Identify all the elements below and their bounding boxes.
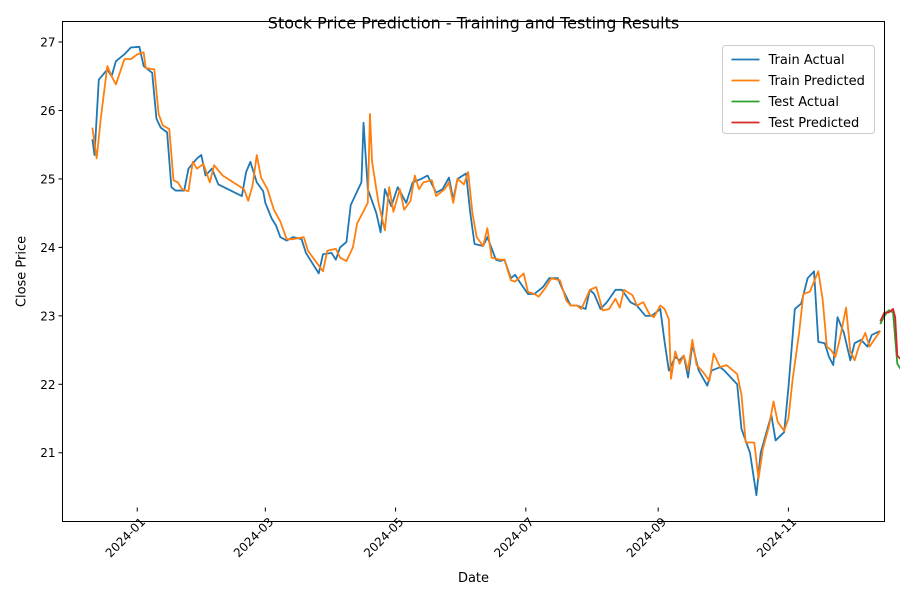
plot-lines (91, 45, 900, 497)
legend-label: Test Predicted (768, 116, 860, 131)
legend: Train Actual Train Predicted Test Actual Te… (722, 45, 875, 134)
legend-box (722, 45, 875, 134)
series-line-train-predicted (91, 51, 881, 480)
chart-title: Stock Price Prediction - Training and Te… (268, 14, 679, 33)
y-axis-title: Close Price (15, 236, 30, 307)
legend-label: Train Predicted (768, 74, 865, 89)
y-tick-label: 25 (40, 172, 55, 186)
series-line-test-predicted (879, 308, 900, 360)
plot-frame (62, 21, 885, 522)
y-tick-label: 27 (40, 36, 55, 50)
y-axis: 21 22 23 24 25 26 27 (40, 36, 63, 460)
y-tick-label: 24 (40, 241, 55, 255)
y-tick-label: 23 (40, 309, 55, 323)
y-tick-label: 26 (40, 104, 55, 118)
legend-label: Test Actual (768, 95, 839, 110)
y-tick-label: 21 (40, 446, 55, 460)
x-axis-title: Date (458, 571, 489, 586)
legend-label: Train Actual (768, 53, 845, 68)
y-tick-label: 22 (40, 378, 55, 392)
